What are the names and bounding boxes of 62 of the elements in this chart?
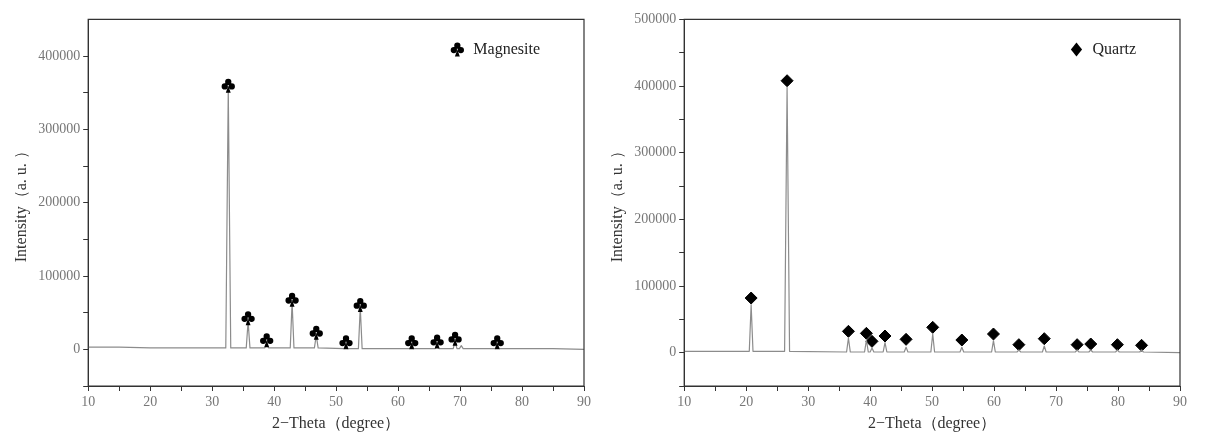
point [1110, 338, 1124, 352]
point [1012, 338, 1026, 352]
y-tick-label: 500000 [634, 11, 677, 27]
y-tick-label: 200000 [634, 211, 677, 227]
x-tick-label: 40 [267, 394, 282, 410]
point [1084, 337, 1098, 351]
point [405, 335, 419, 347]
y-tick-label: 300000 [634, 144, 677, 160]
point [865, 334, 879, 348]
point [430, 334, 444, 346]
x-tick-label: 80 [515, 394, 530, 410]
point [448, 331, 462, 343]
x-tick-label: 20 [143, 394, 158, 410]
point [353, 297, 367, 309]
point [955, 333, 969, 347]
x-axis-title: 2−Theta（degree） [868, 413, 997, 432]
point [899, 332, 913, 346]
x-tick-label: 60 [391, 394, 406, 410]
y-tick-label: 400000 [634, 77, 677, 93]
legend-label: Quartz [1092, 39, 1136, 57]
x-tick-label: 60 [987, 394, 1002, 410]
point [285, 292, 299, 304]
x-tick-label: 80 [1111, 394, 1126, 410]
y-tick-label: 0 [669, 344, 677, 360]
y-tick-label: 100000 [634, 277, 677, 293]
point [490, 335, 504, 347]
point [841, 324, 855, 338]
y-tick-label: 200000 [38, 194, 81, 210]
x-tick-label: 90 [1173, 394, 1187, 410]
point [260, 333, 274, 344]
point [241, 311, 255, 322]
x-tick-label: 10 [81, 394, 96, 410]
y-axis-title: Intensity（a. u. ） [11, 143, 30, 263]
x-tick-label: 50 [925, 394, 940, 410]
x-axis-title: 2−Theta（degree） [272, 413, 401, 432]
point [1070, 338, 1084, 352]
y-axis-title: Intensity（a. u. ） [607, 143, 626, 263]
point [221, 78, 235, 90]
x-tick-label: 40 [863, 394, 878, 410]
point [1135, 338, 1149, 352]
y-tick-label: 300000 [38, 121, 81, 137]
x-tick-label: 30 [801, 394, 816, 410]
point [339, 335, 353, 347]
x-tick-label: 90 [577, 394, 591, 410]
point [309, 325, 323, 337]
point [1037, 332, 1051, 346]
x-tick-label: 30 [205, 394, 220, 410]
x-tick-label: 20 [739, 394, 754, 410]
x-tick-label: 70 [453, 394, 468, 410]
point [744, 291, 758, 305]
x-tick-label: 70 [1049, 394, 1064, 410]
y-tick-label: 100000 [38, 267, 81, 283]
y-tick-label: 400000 [38, 47, 81, 63]
legend-label: Magnesite [473, 39, 541, 58]
point [926, 320, 940, 334]
point [859, 326, 873, 340]
point [878, 329, 892, 343]
point [986, 327, 1000, 341]
x-tick-label: 10 [677, 394, 692, 410]
y-tick-label: 0 [73, 341, 81, 357]
point [780, 74, 794, 88]
x-tick-label: 50 [329, 394, 344, 410]
